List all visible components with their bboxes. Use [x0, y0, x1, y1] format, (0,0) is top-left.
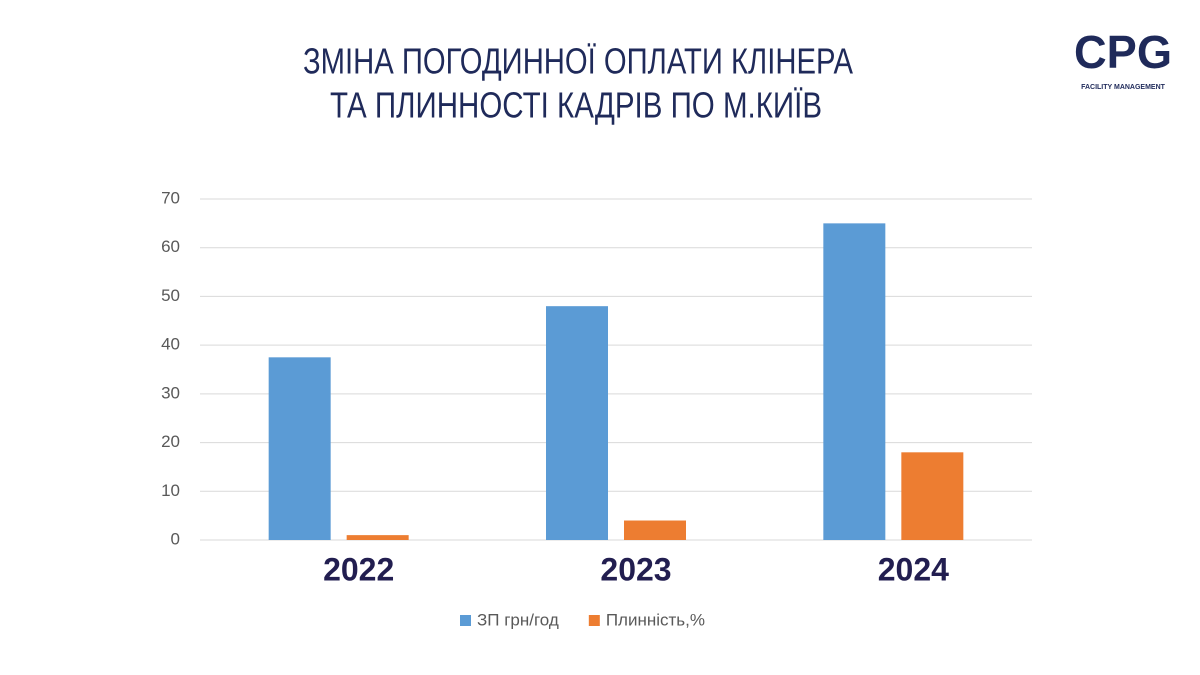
bar	[346, 535, 409, 540]
logo-tagline: FACILITY MANAGEMENT	[1081, 84, 1166, 91]
bar	[823, 223, 886, 540]
y-tick-label: 20	[161, 432, 180, 451]
y-tick-label: 70	[161, 188, 180, 207]
bar	[546, 306, 608, 540]
x-tick-label: 2022	[323, 551, 394, 587]
x-tick-label: 2023	[600, 551, 671, 587]
logo: CPG	[1074, 26, 1172, 78]
y-tick-label: 10	[161, 481, 180, 500]
x-tick-label: 2024	[878, 551, 949, 587]
chart-title: ТА ПЛИННОСТІ КАДРІВ ПО М.КИЇВ	[330, 85, 822, 126]
bar	[624, 520, 686, 540]
bar	[268, 357, 331, 540]
legend-swatch	[460, 615, 471, 626]
legend-label: ЗП грн/год	[477, 610, 559, 629]
y-tick-label: 50	[161, 286, 180, 305]
chart-title: ЗМІНА ПОГОДИННОЇ ОПЛАТИ КЛІНЕРА	[303, 41, 853, 82]
y-tick-label: 30	[161, 383, 180, 402]
y-tick-label: 40	[161, 335, 180, 354]
legend-label: Плинність,%	[606, 610, 705, 629]
legend-swatch	[588, 615, 600, 626]
y-tick-label: 60	[161, 237, 180, 256]
bar	[901, 452, 964, 540]
y-tick-label: 0	[171, 529, 180, 548]
